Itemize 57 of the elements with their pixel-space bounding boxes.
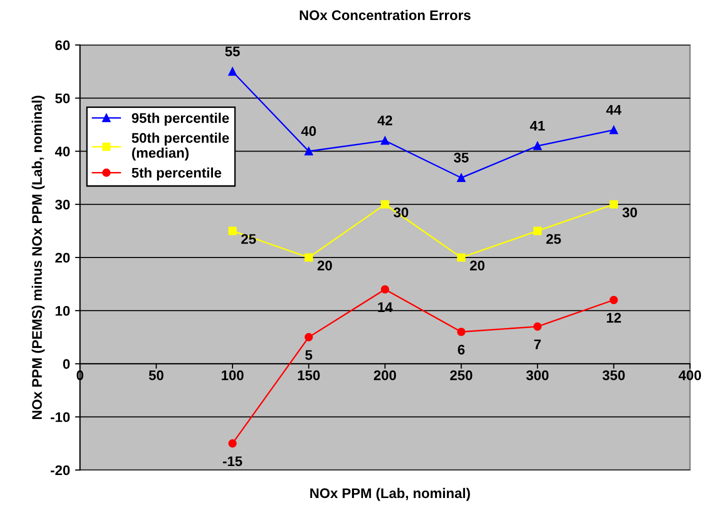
data-label: 6 (458, 344, 465, 355)
data-label: 41 (530, 121, 545, 131)
data-label: 55 (225, 46, 240, 56)
point (304, 333, 313, 342)
x-tick-label: 200 (374, 370, 396, 380)
data-label: 35 (454, 152, 469, 163)
x-tick-label: 150 (298, 370, 320, 380)
point (228, 67, 237, 76)
point (228, 226, 237, 236)
y-axis-title: NOx PPM (PEMS) minus NOx PPM (Lab, nominal) (32, 96, 45, 420)
y-tick-label: 0 (63, 359, 70, 369)
point (610, 200, 618, 209)
x-tick-label: 350 (602, 370, 625, 380)
x-tick-label: 100 (222, 370, 244, 380)
y-tick-label: 50 (55, 93, 70, 104)
x-tick-label: 400 (678, 370, 702, 380)
point (533, 226, 542, 236)
point (533, 322, 542, 331)
legend-label: 95th percentile (132, 112, 229, 126)
data-label: 44 (606, 105, 622, 115)
point (380, 136, 390, 145)
data-label: 42 (377, 116, 392, 126)
point (304, 253, 313, 262)
y-tick-label: 60 (55, 40, 70, 50)
y-tick-label: 40 (55, 146, 70, 156)
x-axis-title: NOx PPM (Lab, nominal) (310, 488, 470, 501)
data-label: 40 (301, 126, 316, 136)
point (228, 439, 237, 448)
chart-title: NOx Concentration Errors (300, 10, 470, 20)
x-tick-label: 50 (148, 370, 164, 380)
data-label: 12 (606, 312, 621, 323)
point (457, 174, 466, 182)
point (304, 147, 313, 156)
y-tick-label: -20 (50, 465, 70, 476)
x-tick-label: 250 (450, 370, 472, 380)
y-tick-label: 30 (55, 200, 70, 210)
y-tick-label: 20 (55, 252, 70, 263)
x-tick-label: 300 (526, 370, 549, 380)
data-label: -15 (223, 456, 242, 466)
legend-label: 50th percentile (median) (132, 132, 229, 161)
point (610, 126, 618, 134)
y-tick-label: 10 (56, 306, 70, 316)
point (380, 200, 390, 209)
data-label: 30 (622, 208, 637, 218)
legend-label: 5th percentile (132, 167, 222, 180)
data-label: 5 (305, 350, 312, 360)
data-label: 20 (318, 260, 332, 270)
point (457, 328, 466, 336)
data-label: 20 (470, 260, 484, 270)
point (457, 253, 466, 262)
point (380, 285, 390, 294)
point (533, 142, 542, 150)
data-label: 25 (546, 234, 561, 244)
y-tick-label: -10 (50, 412, 70, 422)
point (610, 296, 618, 304)
data-label: 7 (534, 340, 541, 350)
data-label: 25 (241, 234, 256, 244)
